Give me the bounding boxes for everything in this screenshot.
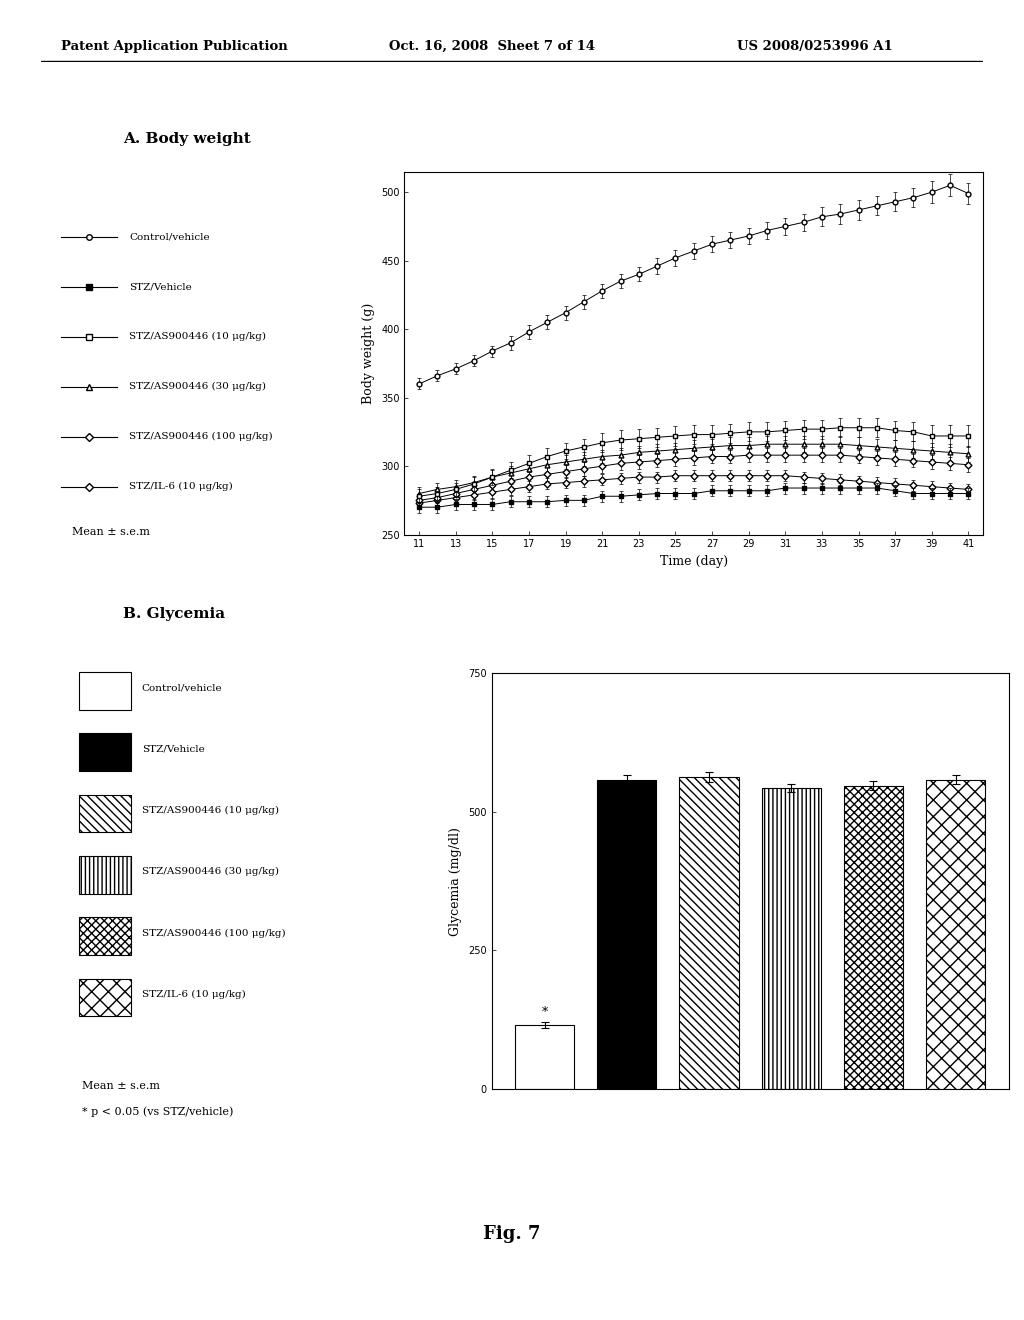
Bar (679, 777, 738, 1089)
Bar (762, 788, 821, 1089)
Bar (79, 734, 131, 771)
Text: Oct. 16, 2008  Sheet 7 of 14: Oct. 16, 2008 Sheet 7 of 14 (389, 40, 595, 53)
Text: Control/vehicle: Control/vehicle (141, 684, 222, 692)
Text: B. Glycemia: B. Glycemia (123, 607, 225, 620)
Text: STZ/AS900446 (10 μg/kg): STZ/AS900446 (10 μg/kg) (141, 807, 279, 814)
X-axis label: Time (day): Time (day) (659, 554, 728, 568)
Text: Mean ± s.e.m: Mean ± s.e.m (82, 1081, 160, 1092)
Bar (79, 917, 131, 956)
Text: STZ/IL-6 (10 μg/kg): STZ/IL-6 (10 μg/kg) (141, 990, 246, 999)
Text: STZ/AS900446 (100 μg/kg): STZ/AS900446 (100 μg/kg) (129, 432, 272, 441)
Text: STZ/AS900446 (30 μg/kg): STZ/AS900446 (30 μg/kg) (129, 383, 266, 391)
Y-axis label: Body weight (g): Body weight (g) (362, 302, 376, 404)
Text: STZ/Vehicle: STZ/Vehicle (141, 744, 205, 754)
Text: Fig. 7: Fig. 7 (483, 1225, 541, 1243)
Text: STZ/AS900446 (30 μg/kg): STZ/AS900446 (30 μg/kg) (141, 867, 279, 876)
Text: * p < 0.05 (vs STZ/vehicle): * p < 0.05 (vs STZ/vehicle) (82, 1107, 233, 1118)
Text: STZ/IL-6 (10 μg/kg): STZ/IL-6 (10 μg/kg) (129, 482, 232, 491)
Text: STZ/AS900446 (100 μg/kg): STZ/AS900446 (100 μg/kg) (141, 929, 286, 937)
Bar (515, 1026, 574, 1089)
Y-axis label: Glycemia (mg/dl): Glycemia (mg/dl) (450, 826, 463, 936)
Text: *: * (542, 1006, 548, 1019)
Bar (79, 672, 131, 710)
Text: A. Body weight: A. Body weight (123, 132, 251, 145)
Bar (844, 785, 903, 1089)
Bar (79, 855, 131, 894)
Bar (79, 795, 131, 833)
Bar (926, 780, 985, 1089)
Text: Control/vehicle: Control/vehicle (129, 232, 210, 242)
Bar (597, 780, 656, 1089)
Text: Patent Application Publication: Patent Application Publication (61, 40, 288, 53)
Bar (79, 979, 131, 1016)
Text: US 2008/0253996 A1: US 2008/0253996 A1 (737, 40, 893, 53)
Text: Mean ± s.e.m: Mean ± s.e.m (72, 527, 150, 537)
Text: STZ/AS900446 (10 μg/kg): STZ/AS900446 (10 μg/kg) (129, 333, 266, 341)
Text: STZ/Vehicle: STZ/Vehicle (129, 282, 191, 292)
